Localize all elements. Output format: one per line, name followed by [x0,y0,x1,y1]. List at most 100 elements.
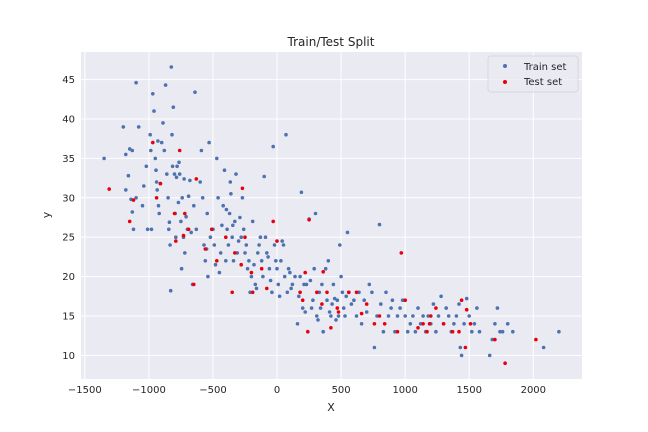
train-point [349,302,354,306]
test-point [347,290,351,295]
train-point [131,227,136,232]
train-point [400,298,405,303]
test-point [395,329,400,334]
train-point [426,314,431,318]
train-point [326,259,331,263]
train-point [180,196,184,200]
train-point [238,215,242,220]
train-point [176,200,181,205]
train-point [308,278,313,283]
train-point [303,310,308,314]
test-point [271,219,276,224]
train-point [233,219,237,224]
train-point [320,282,324,287]
train-point [268,278,273,283]
test-point [359,311,364,316]
y-tick-label: 30 [62,193,75,204]
train-point [500,329,505,334]
train-point [316,318,320,322]
test-point [250,290,255,295]
train-point [386,314,391,318]
train-point [339,274,343,279]
train-point [222,168,227,172]
test-point [192,282,196,287]
train-point [421,314,425,318]
train-point [467,314,472,318]
test-point [459,298,464,303]
train-point [171,105,176,109]
train-point [418,322,423,326]
train-point [302,282,306,287]
train-point [170,164,175,169]
test-point [230,290,234,295]
y-axis-ticks: 10 15 20 25 30 35 40 45 [62,75,75,362]
test-point [298,290,302,295]
train-point [188,178,192,183]
train-point [375,314,379,318]
train-point [239,235,243,239]
test-point [464,307,469,312]
chart-title: Train/Test Split [287,35,375,49]
train-point [102,156,106,161]
train-point [334,318,338,322]
train-point [493,322,497,326]
train-point [257,243,261,247]
train-point [244,243,249,247]
train-point [161,121,165,125]
train-point [498,329,502,334]
train-point [121,125,126,129]
train-point [325,298,329,303]
train-point [408,322,413,326]
train-point [279,259,283,263]
test-point [107,187,111,191]
x-tick-label: 2000 [521,385,546,396]
train-point [434,329,438,334]
test-point [463,345,468,350]
train-point [259,259,264,263]
train-point [266,255,270,259]
train-point [154,168,158,172]
train-point [207,140,211,145]
test-point [275,239,279,243]
train-point [277,294,282,299]
train-point [377,222,382,227]
train-point [159,140,164,145]
test-point [354,290,359,295]
train-point [199,148,204,153]
train-point [343,314,347,318]
test-point [300,298,305,303]
train-point [227,211,232,216]
y-tick-label: 40 [62,114,75,125]
train-point [381,329,386,334]
test-point [364,302,369,306]
train-point [444,306,449,310]
train-point [313,211,318,216]
test-point [172,211,177,216]
train-point [124,152,128,157]
train-point [457,302,461,306]
test-point [240,186,245,191]
train-point [321,329,326,334]
legend-marker-test [503,80,507,84]
test-point [194,177,199,181]
train-point [446,314,451,318]
test-point [215,259,219,263]
train-point [166,196,170,200]
y-tick-label: 10 [62,351,75,362]
train-point [557,329,561,334]
train-point [255,251,260,255]
train-point [280,239,285,243]
train-point [126,173,131,178]
train-point [472,322,477,326]
train-point [208,235,213,239]
train-point [317,290,322,295]
test-point [183,211,187,216]
train-point [148,132,152,137]
test-point [154,196,159,200]
test-point [421,322,425,326]
test-point [321,270,326,274]
train-point [352,298,356,303]
train-point [459,353,464,358]
train-point [153,156,158,161]
train-point [281,243,286,247]
